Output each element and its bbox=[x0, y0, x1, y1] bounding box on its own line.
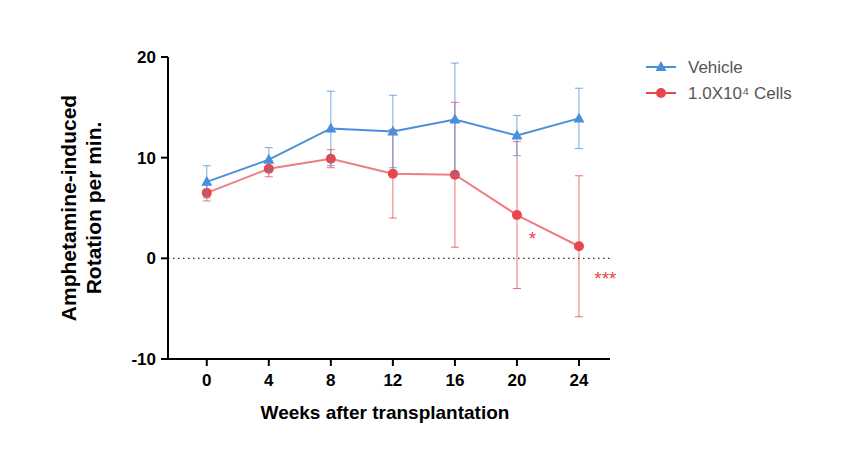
x-tick-label: 0 bbox=[202, 371, 211, 390]
y-axis bbox=[167, 57, 169, 359]
legend-label: Vehicle bbox=[688, 58, 743, 77]
x-tick bbox=[206, 359, 208, 366]
annotation: *** bbox=[594, 268, 617, 289]
error-cap bbox=[327, 165, 335, 166]
x-axis-label: Weeks after transplantation bbox=[261, 402, 510, 423]
error-cap bbox=[265, 171, 273, 172]
y-tick-label: 20 bbox=[137, 48, 156, 67]
x-tick-label: 12 bbox=[383, 371, 402, 390]
y-axis-label-line: Amphetamine-induced bbox=[57, 95, 80, 321]
error-bar bbox=[513, 142, 521, 289]
legend-label: 1.0X10⁴ Cells bbox=[688, 84, 792, 103]
error-cap bbox=[451, 175, 459, 176]
marker bbox=[263, 154, 274, 164]
y-axis-label-line: Rotation per min. bbox=[82, 122, 105, 295]
error-bar bbox=[575, 176, 583, 317]
marker bbox=[388, 169, 398, 179]
y-tick-label: -10 bbox=[131, 350, 156, 369]
error-cap bbox=[203, 165, 211, 166]
x-tick bbox=[578, 359, 580, 366]
marker bbox=[573, 112, 584, 122]
error-cap bbox=[265, 147, 273, 148]
plot-area bbox=[201, 63, 584, 317]
x-tick-label: 8 bbox=[326, 371, 335, 390]
x-tick-label: 16 bbox=[445, 371, 464, 390]
error-cap bbox=[513, 288, 521, 289]
marker bbox=[325, 122, 336, 132]
y-tick bbox=[161, 157, 168, 159]
y-tick bbox=[161, 257, 168, 259]
y-tick-label: 0 bbox=[147, 249, 156, 268]
marker bbox=[201, 176, 212, 186]
error-cap bbox=[575, 175, 583, 176]
legend-marker bbox=[656, 88, 666, 98]
error-cap bbox=[389, 167, 397, 168]
marker bbox=[449, 113, 460, 123]
legend-entry: Vehicle bbox=[646, 58, 743, 77]
error-cap bbox=[451, 63, 459, 64]
error-cap bbox=[451, 247, 459, 248]
chart: -10 0 10 20 0 4 8 12 16 20 24 Weeks after transplan… bbox=[0, 0, 843, 452]
series-line bbox=[207, 159, 579, 247]
error-cap bbox=[513, 115, 521, 116]
y-tick bbox=[161, 358, 168, 360]
marker bbox=[387, 125, 398, 135]
x-axis bbox=[168, 358, 610, 360]
x-tick bbox=[392, 359, 394, 366]
error-cap bbox=[327, 167, 335, 168]
series-line bbox=[207, 118, 579, 181]
y-tick-label: 10 bbox=[137, 149, 156, 168]
error-cap bbox=[203, 200, 211, 201]
x-tick-label: 24 bbox=[570, 371, 589, 390]
marker bbox=[574, 241, 584, 251]
error-cap bbox=[575, 316, 583, 317]
error-cap bbox=[389, 95, 397, 96]
marker bbox=[512, 210, 522, 220]
y-tick bbox=[161, 56, 168, 58]
error-cap bbox=[575, 88, 583, 89]
x-tick bbox=[268, 359, 270, 366]
legend-marker bbox=[656, 61, 667, 71]
x-tick-label: 4 bbox=[264, 371, 274, 390]
error-cap bbox=[513, 155, 521, 156]
error-cap bbox=[327, 91, 335, 92]
legend-entry: 1.0X10⁴ Cells bbox=[646, 84, 792, 103]
x-tick bbox=[516, 359, 518, 366]
error-cap bbox=[575, 148, 583, 149]
error-cap bbox=[203, 197, 211, 198]
y-axis-label: Amphetamine-inducedRotation per min. bbox=[57, 95, 105, 321]
annotation: * bbox=[529, 228, 537, 249]
x-tick-label: 20 bbox=[507, 371, 526, 390]
x-tick bbox=[454, 359, 456, 366]
marker bbox=[511, 130, 522, 140]
reference-line bbox=[168, 258, 610, 259]
error-cap bbox=[389, 218, 397, 219]
error-cap bbox=[265, 176, 273, 177]
x-tick bbox=[330, 359, 332, 366]
